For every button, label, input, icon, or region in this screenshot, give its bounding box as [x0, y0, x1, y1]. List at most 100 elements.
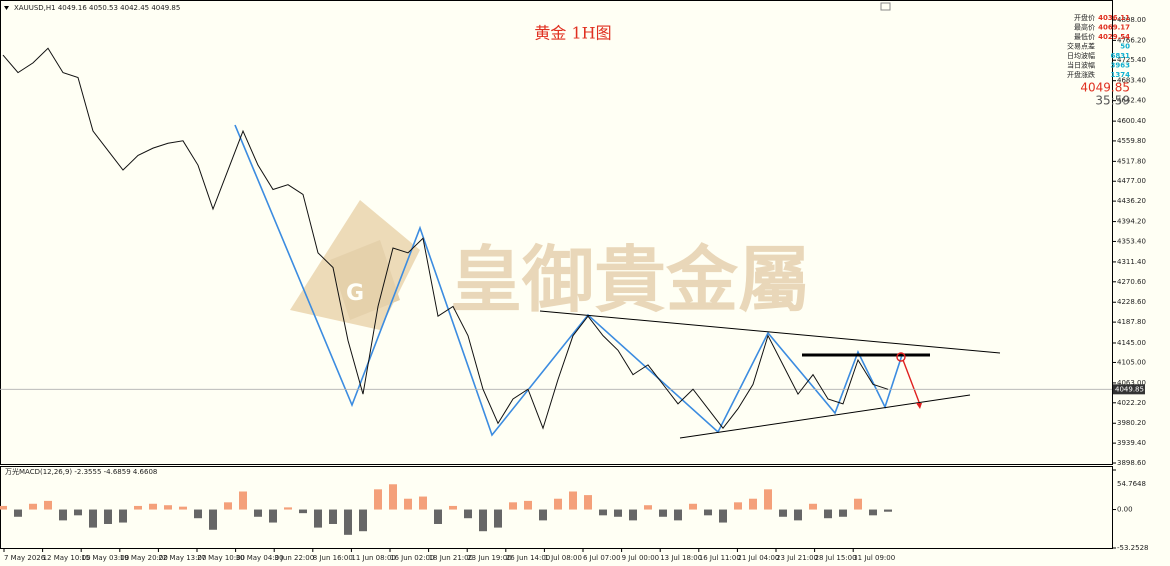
- macd-bar: [479, 509, 487, 532]
- macd-bar: [764, 489, 772, 510]
- macd-bar: [809, 503, 817, 510]
- macd-bar: [689, 503, 697, 510]
- arrow-head: [916, 403, 922, 409]
- info-label: 开盘涨跌: [1067, 70, 1095, 79]
- x-tick-label: 23 Jun 19:00: [467, 554, 511, 562]
- target-circle: [896, 352, 906, 362]
- x-tick-label: 19 May 20:00: [120, 554, 168, 562]
- macd-bar: [779, 509, 787, 517]
- x-tick-label: 1 Jul 08:00: [544, 554, 582, 562]
- macd-bar: [179, 506, 187, 510]
- macd-bar: [359, 509, 367, 532]
- macd-bar: [344, 509, 352, 535]
- macd-bar: [299, 509, 307, 514]
- macd-bar: [734, 502, 742, 510]
- y-tick-label: -53.2528: [1117, 544, 1148, 552]
- info-value: 3963: [1111, 62, 1131, 70]
- info-label: 当日波幅: [1067, 61, 1095, 70]
- x-tick-label: 28 Jul 15:00: [815, 554, 857, 562]
- y-tick-label: 4228.60: [1117, 298, 1146, 306]
- y-tick-label: 4353.40: [1117, 237, 1146, 245]
- info-value: 6831: [1111, 52, 1131, 60]
- macd-bar: [494, 509, 502, 528]
- macd-bar: [509, 502, 517, 510]
- y-tick-label: 4022.20: [1117, 399, 1146, 407]
- y-tick-label: 4725.40: [1117, 56, 1146, 64]
- macd-bar: [464, 509, 472, 519]
- macd-bar: [524, 500, 532, 510]
- x-tick-label: 23 Jul 21:00: [776, 554, 818, 562]
- info-value: 4036.11: [1098, 14, 1130, 22]
- macd-bar: [869, 509, 877, 516]
- x-tick-label: 13 Jul 18:00: [660, 554, 702, 562]
- macd-bar: [449, 505, 457, 510]
- macd-bar: [74, 509, 82, 516]
- macd-bar: [644, 505, 652, 510]
- svg-text:G: G: [346, 281, 364, 306]
- info-value: 4029.54: [1098, 33, 1130, 41]
- resistance-trendline: [539, 310, 1001, 354]
- macd-bar: [329, 509, 337, 524]
- macd-bar: [404, 498, 412, 510]
- support-trendline: [679, 394, 971, 439]
- y-tick-label: 3898.60: [1117, 459, 1146, 467]
- current-price-label: 4049.85: [1115, 385, 1144, 393]
- macd-bar: [284, 507, 292, 510]
- y-tick-label: 4600.40: [1117, 117, 1146, 125]
- y-tick-label: 4683.40: [1117, 77, 1146, 85]
- price-line: [2, 47, 889, 430]
- macd-bar: [419, 496, 427, 510]
- trend-drawings: [234, 124, 1001, 439]
- macd-bar: [584, 495, 592, 510]
- macd-bar: [434, 509, 442, 524]
- macd-bar: [674, 509, 682, 521]
- macd-bar: [719, 509, 727, 523]
- x-tick-label: 15 May 03:00: [81, 554, 129, 562]
- y-tick-label: 54.7648: [1117, 480, 1146, 488]
- macd-bar: [44, 500, 52, 510]
- watermark-logo: G: [290, 200, 420, 330]
- macd-bar: [0, 505, 7, 510]
- y-tick-label: 4394.20: [1117, 218, 1146, 226]
- info-label: 最高价: [1074, 23, 1095, 32]
- macd-bar: [854, 498, 862, 510]
- macd-bar: [884, 509, 892, 512]
- info-label: 交易点差: [1067, 42, 1095, 51]
- macd-bar: [599, 509, 607, 516]
- y-tick-label: 4063.00: [1117, 379, 1146, 387]
- macd-bar: [89, 509, 97, 528]
- macd-bar: [104, 509, 112, 524]
- macd-bar: [269, 509, 277, 523]
- y-tick-label: 4477.00: [1117, 177, 1146, 185]
- macd-bar: [59, 509, 67, 521]
- panel-button[interactable]: [880, 2, 891, 11]
- x-tick-label: 27 May 10:00: [197, 554, 245, 562]
- macd-bar: [614, 509, 622, 517]
- y-tick-label: 3939.40: [1117, 439, 1146, 447]
- current-price-box: [1113, 384, 1145, 395]
- macd-bar: [659, 509, 667, 517]
- macd-bar: [209, 509, 217, 530]
- x-tick-label: 16 Jun 02:00: [390, 554, 434, 562]
- macd-bar: [824, 509, 832, 519]
- y-tick-label: 4270.60: [1117, 278, 1146, 286]
- bar-timer: 35:59: [1095, 94, 1130, 108]
- y-tick-label: 4311.40: [1117, 258, 1146, 266]
- y-tick-label: 3980.20: [1117, 419, 1146, 427]
- chart-title: 黄金 1H图: [534, 24, 611, 43]
- macd-bar: [14, 509, 22, 517]
- x-tick-label: 22 May 13:00: [158, 554, 206, 562]
- info-value: 1374: [1111, 71, 1131, 79]
- x-tick-label: 26 Jun 14:00: [506, 554, 550, 562]
- y-tick-label: 4766.20: [1117, 36, 1146, 44]
- last-price: 4049.85: [1080, 81, 1130, 95]
- y-tick-label: 0.00: [1117, 506, 1133, 514]
- macd-bar: [194, 509, 202, 519]
- y-tick-label: 4145.00: [1117, 339, 1146, 347]
- y-tick-label: 4559.80: [1117, 137, 1146, 145]
- macd-bar: [224, 502, 232, 510]
- info-label: 开盘价: [1074, 13, 1095, 22]
- macd-bar: [794, 509, 802, 521]
- info-value: 50: [1120, 43, 1130, 51]
